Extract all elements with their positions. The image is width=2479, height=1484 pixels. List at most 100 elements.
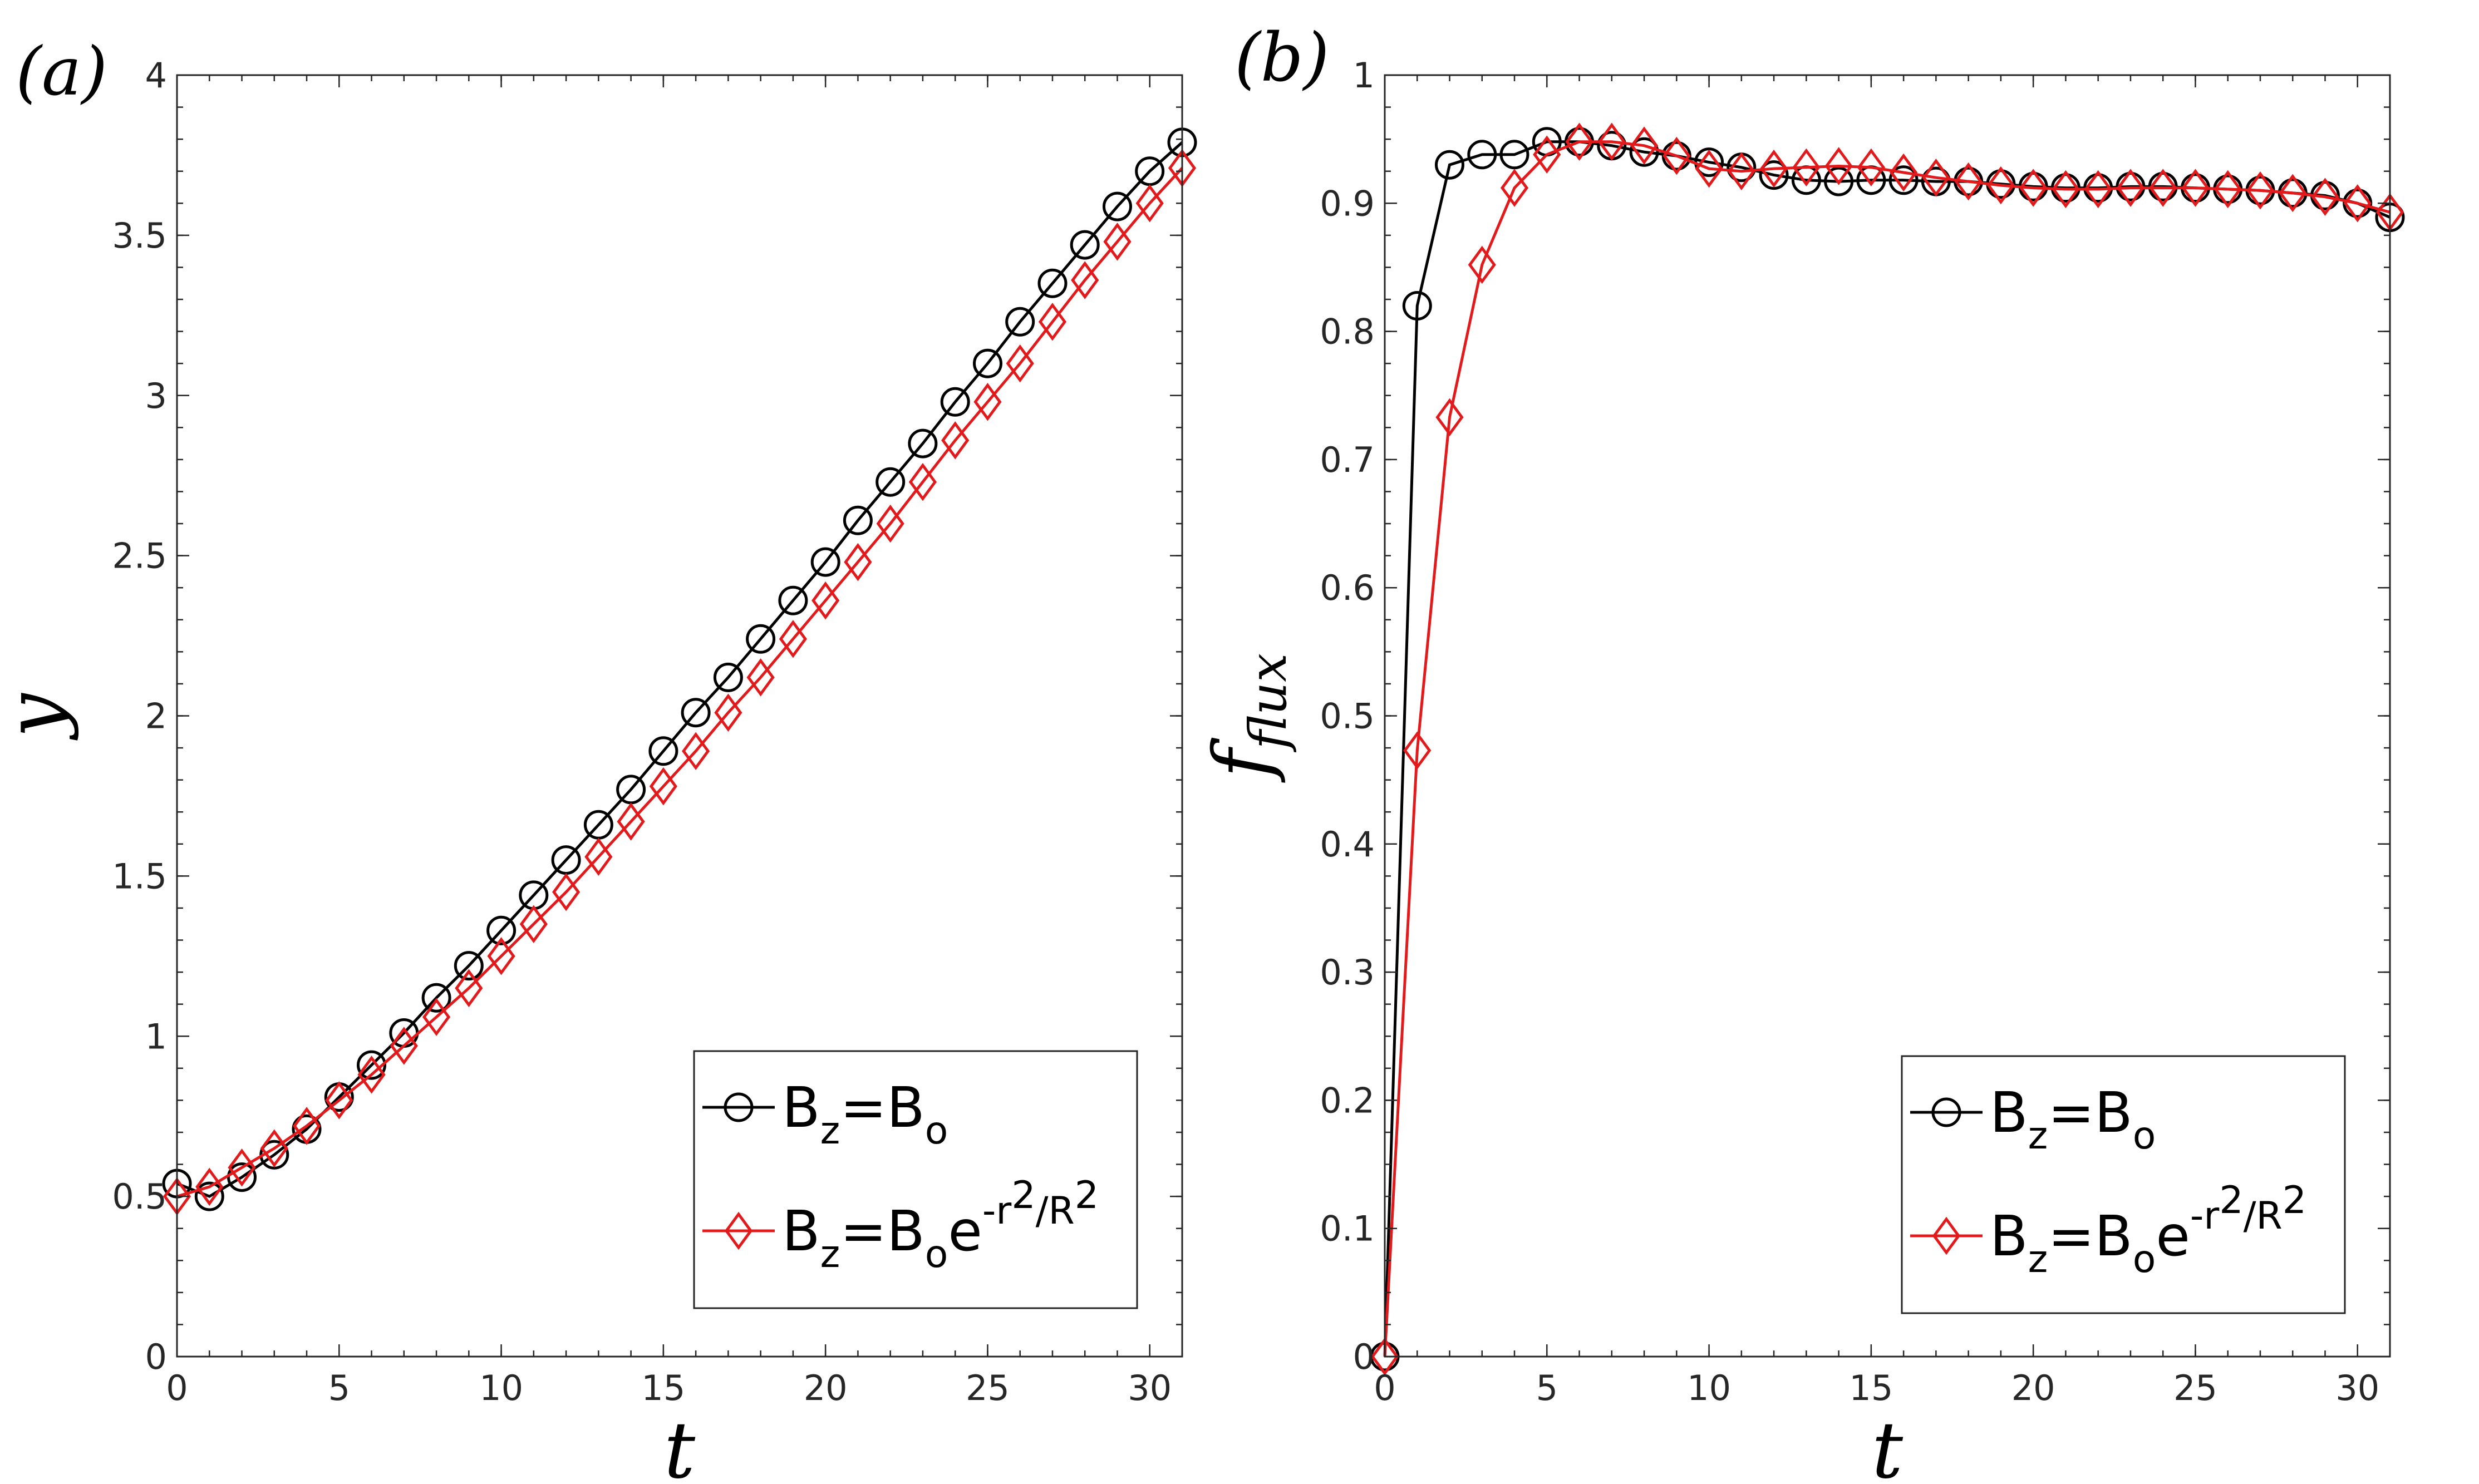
panel-b-series-2-point (2343, 184, 2372, 223)
panel-b-x-tick-label: 0 (1374, 1368, 1395, 1408)
panel-a-series-2-point (519, 905, 548, 943)
panel-a-series-1-point (486, 915, 517, 945)
panel-a-series-2-point (811, 581, 840, 620)
panel-a-series-1-point (875, 467, 906, 497)
panel-a-series-2-point (649, 767, 677, 806)
panel-a-series-2-point (422, 998, 451, 1036)
panel-b-series-2-point (2246, 171, 2275, 210)
panel-b-x-axis-label: t (1872, 1406, 1903, 1484)
panel-a-legend-entry-1: Bz=Bo (702, 1075, 948, 1153)
panel-a-series-1-point (973, 348, 1002, 378)
panel-a-series-2-point (357, 1056, 386, 1094)
panel-a-series-2-point (584, 837, 613, 876)
panel-b-y-axis-label: fflux (1197, 653, 1298, 783)
panel-a-series-1-point (1103, 191, 1132, 221)
panel-a-series-2-point (1103, 223, 1132, 261)
legend-circle-marker (724, 1092, 754, 1122)
panel-a-series-1-point (843, 505, 873, 535)
panel-a-y-axis-label: y (0, 693, 80, 741)
panel-b-series-2-point (1695, 149, 1723, 188)
panel-a-chart: (a) 0 5 10 15 20 25 30 0 0.5 1 1.5 2 2.5 3 3.5 4 t y Bz… (0, 33, 1197, 1484)
panel-b-legend: Bz=Bo Bz=Boe-r2/R2 (1901, 1055, 2346, 1314)
panel-b-series-1-point (1888, 165, 1919, 195)
panel-a-series-1-point (908, 428, 938, 458)
panel-b-series-2-point (1857, 148, 1885, 187)
panel-b-series-2-point (2052, 170, 2080, 209)
panel-a-series-2-point (779, 620, 808, 658)
panel-b-series-2-point (1824, 147, 1853, 185)
panel-b-y-tick-label: 0.4 (1320, 824, 1375, 865)
panel-b-y-tick-label: 0.6 (1320, 568, 1375, 608)
panel-b-series-2-point (1662, 136, 1691, 175)
panel-b-x-tick-label: 5 (1536, 1368, 1558, 1408)
panel-b-series-2-point (1500, 169, 1529, 207)
panel-b-series-2-point (1565, 122, 1593, 161)
panel-a-x-axis-label: t (664, 1406, 696, 1484)
panel-a-series-1-point (940, 387, 970, 417)
legend-text-2: Bz=Boe-r2/R2 (782, 1174, 1099, 1276)
panel-a-series-1-point (713, 662, 743, 692)
panel-a-y-tick-label: 2.5 (112, 536, 167, 576)
panel-b-series-2-point (2149, 169, 2177, 207)
panel-a-series-2-point (876, 504, 904, 543)
panel-a-series-2-point (292, 1107, 321, 1145)
panel-a-series-1-point (1070, 230, 1100, 260)
panel-b-series-2-point (1370, 1337, 1399, 1376)
panel-a-x-tick-label: 10 (479, 1368, 523, 1408)
panel-b-series-1-point (1467, 140, 1497, 170)
legend-text-1: Bz=Bo (1990, 1080, 2156, 1158)
panel-b-y-tick-label: 0.8 (1320, 312, 1375, 352)
panel-a-series-2-point (1135, 184, 1164, 223)
panel-a-y-tick-label: 2 (145, 696, 167, 737)
panel-a-y-tick-label: 0 (145, 1337, 167, 1377)
panel-b-series-2-point (1792, 148, 1821, 187)
panel-b-series-2-point (2279, 174, 2307, 213)
panel-a-series-1-point (227, 1162, 257, 1192)
panel-b-series-2-point (1922, 159, 1950, 197)
panel-b-series-2-point (1759, 149, 1788, 188)
panel-b-series-2-point (2214, 170, 2242, 209)
panel-a-series-2-point (455, 969, 483, 1008)
panel-a-series-2-point (228, 1148, 256, 1187)
panel-b-series-2-point (1597, 122, 1626, 161)
panel-a-legend-entry-2: Bz=Boe-r2/R2 (702, 1174, 1099, 1276)
panel-a-series-1-point (746, 624, 776, 654)
panel-b-y-tick-label: 0.9 (1320, 183, 1375, 224)
panel-b-series-1-point (1402, 291, 1432, 321)
panel-b-series-2-point (2116, 169, 2145, 207)
panel-a-series-1-point (778, 585, 808, 615)
panel-b-series-1-point (1435, 150, 1464, 180)
panel-a-legend: Bz=Bo Bz=Boe-r2/R2 (693, 1050, 1138, 1309)
panel-a-series-2-point (908, 462, 937, 501)
panel-b-x-tick-label: 30 (2335, 1368, 2379, 1408)
panel-a-series-1-point (194, 1181, 224, 1211)
panel-b-series-2-point (1890, 153, 1918, 192)
panel-a-series-1-line (176, 141, 1183, 1198)
panel-a-series-2-point (941, 421, 970, 460)
panel-a-x-tick-label: 20 (804, 1368, 848, 1408)
panel-b-series-2-point (2181, 169, 2210, 207)
panel-b-series-2-point (1986, 166, 2015, 205)
legend-circle-marker (1931, 1097, 1961, 1127)
panel-b-x-tick-label: 20 (2011, 1368, 2055, 1408)
panel-b-y-tick-label: 0.3 (1320, 952, 1375, 993)
panel-b-x-tick-label: 25 (2173, 1368, 2217, 1408)
panel-b-series-1-point (1629, 137, 1659, 167)
panel-a-series-2-point (1038, 303, 1067, 341)
legend-diamond-marker (1932, 1216, 1961, 1255)
panel-a-series-2-point (746, 658, 775, 697)
panel-a-series-2-point (617, 802, 645, 841)
panel-a-series-1-point (454, 951, 484, 981)
panel-a-legend-box (693, 1050, 1138, 1309)
panel-a-series-2-point (1071, 261, 1099, 299)
panel-b-legend-box (1901, 1055, 2346, 1314)
panel-a-series-2-point (552, 872, 581, 911)
panel-a-series-2-point (714, 693, 742, 732)
panel-b-series-2-point (1954, 162, 1983, 201)
panel-b-series-2-point (2019, 169, 2048, 207)
panel-a-series-1-point (1005, 307, 1035, 337)
panel-a-y-tick-label: 3 (145, 376, 167, 416)
panel-a-y-tick-label: 1 (145, 1016, 167, 1057)
panel-b-series-1-point (1824, 166, 1854, 196)
